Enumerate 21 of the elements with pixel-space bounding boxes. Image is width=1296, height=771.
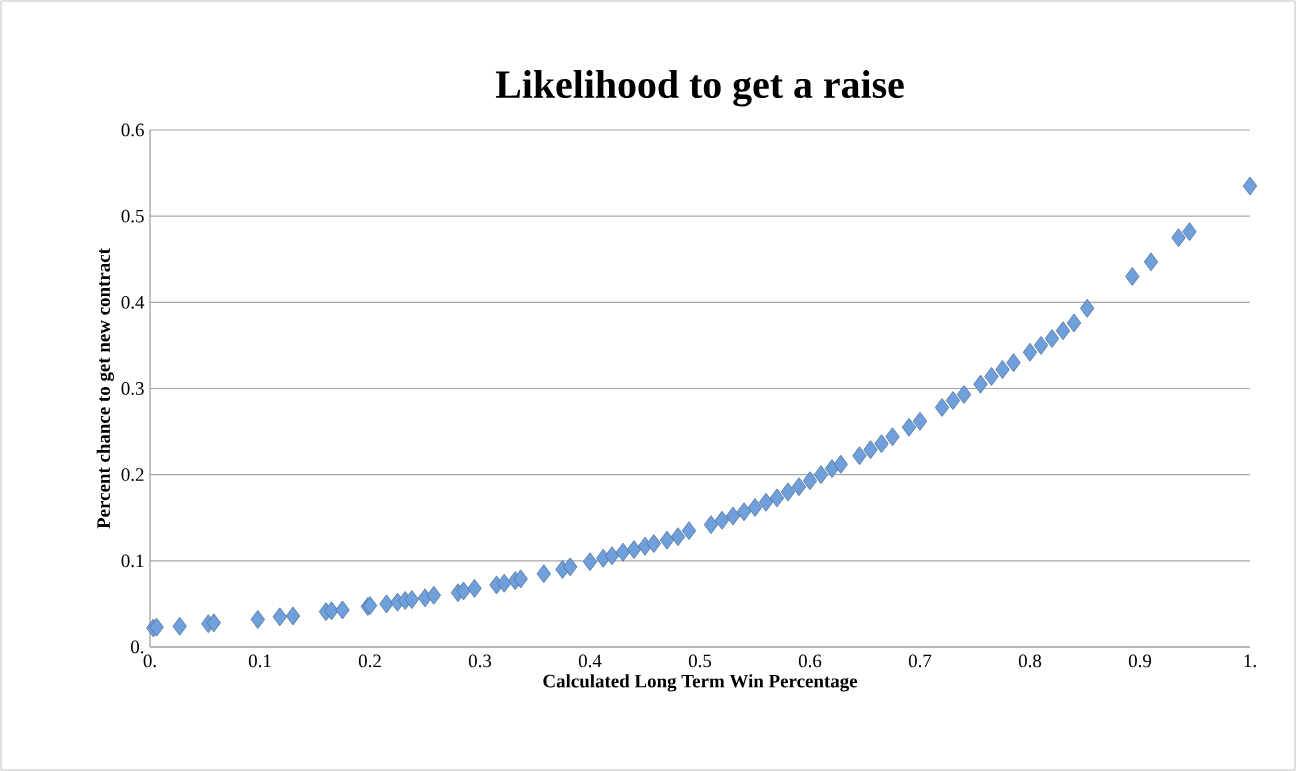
x-tick-label: 0.9 xyxy=(1128,654,1152,668)
x-tick-label: 1. xyxy=(1244,654,1256,668)
y-axis-title: Percent chance to get new contract xyxy=(96,248,114,529)
x-tick-label: 0.2 xyxy=(358,654,381,668)
x-tick-label: 0.7 xyxy=(908,654,932,668)
y-tick-label: 0.5 xyxy=(121,209,144,223)
x-tick-label: 0.5 xyxy=(688,654,712,668)
chart-title: Likelihood to get a raise xyxy=(495,70,904,107)
y-tick-label: 0.3 xyxy=(121,382,144,395)
y-tick-label: 0.1 xyxy=(121,554,144,568)
y-tick-label: 0.6 xyxy=(121,123,144,137)
y-tick-label: 0. xyxy=(131,640,144,654)
y-tick-label: 0.4 xyxy=(121,295,145,309)
x-axis-title: Calculated Long Term Win Percentage xyxy=(543,674,858,692)
x-tick-label: 0.6 xyxy=(798,654,822,668)
y-tick-label: 0.2 xyxy=(121,468,144,482)
x-tick-label: 0.4 xyxy=(578,654,602,668)
x-tick-label: 0.1 xyxy=(248,654,271,668)
x-tick-label: 0. xyxy=(143,654,156,668)
x-tick-label: 0.3 xyxy=(468,654,492,668)
x-tick-label: 0.8 xyxy=(1018,654,1042,668)
